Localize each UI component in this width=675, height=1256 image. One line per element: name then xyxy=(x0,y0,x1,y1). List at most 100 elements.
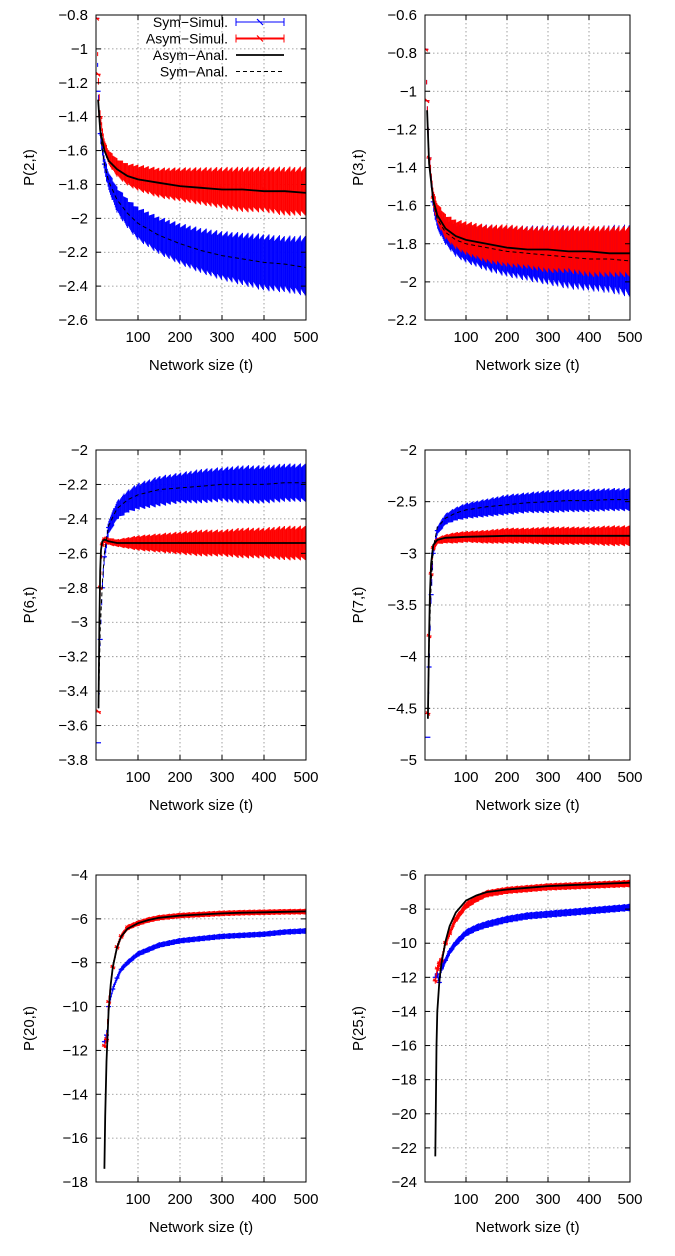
y-tick-label: −1.6 xyxy=(58,143,88,160)
sym-simul-errorbars xyxy=(96,463,306,744)
x-tick-label: 300 xyxy=(535,329,560,346)
x-tick-label: 400 xyxy=(251,1191,276,1208)
series-layer xyxy=(96,16,306,296)
series-layer xyxy=(96,463,306,744)
y-tick-label: −1 xyxy=(71,41,88,58)
y-tick-label: −10 xyxy=(392,935,417,952)
plot-frame xyxy=(424,874,631,1183)
plot-frame xyxy=(95,449,307,761)
x-tick-label: 300 xyxy=(535,769,560,786)
x-tick-label: 400 xyxy=(576,329,601,346)
y-tick-label: −2.4 xyxy=(58,278,88,295)
data-point-marker xyxy=(425,47,429,52)
x-tick-label: 500 xyxy=(293,769,318,786)
x-tick-label: 400 xyxy=(576,769,601,786)
y-tick-label: −12 xyxy=(392,969,417,986)
y-tick-label: −18 xyxy=(392,1072,417,1089)
y-tick-label: −2.4 xyxy=(58,511,88,528)
y-axis-label: P(6,t) xyxy=(21,587,38,624)
y-tick-label: −0.6 xyxy=(387,7,417,24)
x-axis-label: Network size (t) xyxy=(149,797,253,814)
legend-marker xyxy=(256,18,264,26)
y-tick-label: −3.8 xyxy=(58,752,88,769)
panel-p-7-t-: 100 200 300 400 500 −5 −4.5 −4 −3.5 −3 −2.5 −2 Netwo… xyxy=(350,442,643,814)
x-tick-label: 500 xyxy=(617,1191,642,1208)
y-axis-label: P(25,t) xyxy=(350,1006,367,1051)
y-tick-label: −22 xyxy=(392,1140,417,1157)
x-tick-label: 200 xyxy=(167,329,192,346)
y-tick-label: −2.2 xyxy=(58,244,88,261)
y-tick-label: −1.6 xyxy=(387,198,417,215)
y-tick-label: −1.4 xyxy=(387,160,417,177)
x-axis-label: Network size (t) xyxy=(475,1219,579,1236)
data-point-marker xyxy=(114,165,120,170)
asym-simul-errorbars xyxy=(425,47,630,277)
plot-frame xyxy=(95,14,307,321)
data-point-marker xyxy=(96,709,101,715)
panel-p-2-t-: 100 200 300 400 500 −2.6 −2.4 −2.2 −2 −1.8 −1.6 −1.… xyxy=(21,7,319,374)
sym-anal-line xyxy=(97,99,306,268)
x-axis-label: Network size (t) xyxy=(149,357,253,374)
panel-p-6-t-: 100 200 300 400 500 −3.8 −3.6 −3.4 −3.2 −3 −2.8 −2.… xyxy=(21,442,319,814)
legend-label: Sym−Anal. xyxy=(160,64,228,80)
y-tick-label: −1.8 xyxy=(387,236,417,253)
data-point-marker xyxy=(96,71,101,77)
x-tick-label: 200 xyxy=(494,329,519,346)
x-axis-label: Network size (t) xyxy=(475,357,579,374)
y-tick-label: −3 xyxy=(400,545,417,562)
y-tick-label: −3.5 xyxy=(387,597,417,614)
x-tick-label: 100 xyxy=(453,1191,478,1208)
asym-simul-errorbars xyxy=(101,908,306,1049)
data-point-marker xyxy=(627,533,630,537)
x-tick-label: 500 xyxy=(293,329,318,346)
series-layer xyxy=(425,488,630,738)
panel-p-20-t-: 100 200 300 400 500 −18 −16 −14 −12 −10 −8 −6 −4 Netw… xyxy=(21,867,319,1236)
legend-marker xyxy=(256,35,264,42)
y-tick-label: −2.2 xyxy=(387,312,417,329)
x-tick-label: 400 xyxy=(576,1191,601,1208)
asym-anal-line xyxy=(426,110,630,255)
y-tick-label: −0.8 xyxy=(58,7,88,24)
x-tick-label: 500 xyxy=(293,1191,318,1208)
y-tick-label: −12 xyxy=(63,1042,88,1059)
panel-p-3-t-: 100 200 300 400 500 −2.2 −2 −1.8 −1.6 −1.4 −1.2 −1 −… xyxy=(350,7,643,374)
y-tick-label: −4 xyxy=(400,649,417,666)
asym-anal-line xyxy=(427,534,630,719)
x-tick-label: 300 xyxy=(209,1191,234,1208)
data-point-marker xyxy=(303,188,306,193)
series-layer xyxy=(432,879,630,1157)
y-tick-label: −4.5 xyxy=(387,700,417,717)
x-tick-label: 100 xyxy=(125,1191,150,1208)
data-point-marker xyxy=(303,909,306,913)
y-tick-label: −8 xyxy=(71,955,88,972)
x-tick-label: 300 xyxy=(209,329,234,346)
y-tick-label: −1.8 xyxy=(58,176,88,193)
y-tick-label: −6 xyxy=(71,911,88,928)
y-axis-label: P(2,t) xyxy=(21,149,38,186)
y-tick-label: −0.8 xyxy=(387,45,417,62)
y-axis-label: P(20,t) xyxy=(21,1006,38,1051)
sym-simul-errorbars xyxy=(432,903,630,985)
data-point-marker xyxy=(627,248,630,253)
sym-anal-line xyxy=(427,499,630,719)
data-point-marker xyxy=(101,1043,107,1049)
data-point-marker xyxy=(463,903,469,909)
x-tick-label: 400 xyxy=(251,769,276,786)
x-tick-label: 100 xyxy=(453,769,478,786)
x-tick-label: 400 xyxy=(251,329,276,346)
series-layer xyxy=(101,908,306,1169)
asym-simul-errorbars xyxy=(96,525,306,715)
x-tick-label: 200 xyxy=(167,1191,192,1208)
x-tick-label: 500 xyxy=(617,329,642,346)
y-tick-label: −2.6 xyxy=(58,545,88,562)
asym-simul-errorbars xyxy=(425,525,630,716)
y-tick-label: −1.4 xyxy=(58,109,88,126)
y-tick-label: −3.2 xyxy=(58,649,88,666)
y-tick-label: −2 xyxy=(71,442,88,459)
asym-simul-errorbars xyxy=(432,879,630,984)
data-point-marker xyxy=(473,896,479,902)
y-tick-label: −14 xyxy=(392,1003,417,1020)
data-point-marker xyxy=(96,16,100,21)
x-tick-label: 200 xyxy=(494,769,519,786)
